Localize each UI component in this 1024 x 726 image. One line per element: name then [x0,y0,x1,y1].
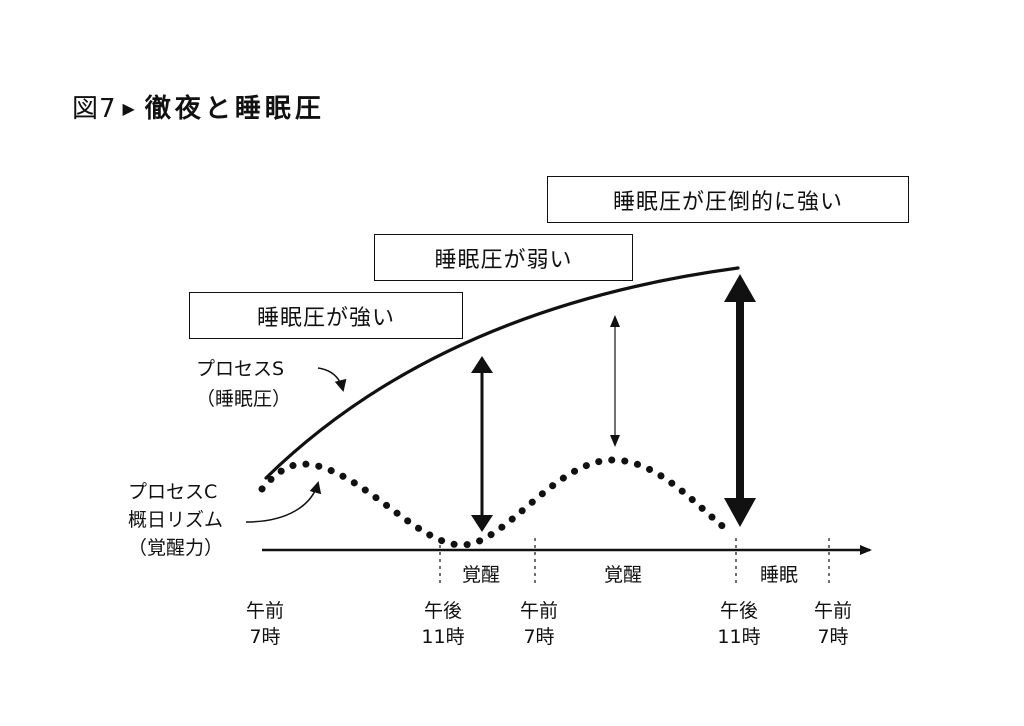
figure-title-text: 徹夜と睡眠圧 [144,94,325,124]
box-sleep-pressure-weak: 睡眠圧が弱い [374,234,633,281]
process-s-subtitle: （睡眠圧） [196,388,292,410]
pressure-arrow-thick [724,274,756,527]
time-tick-4: 午後 11時 [717,600,761,648]
process-s-name: プロセスS [196,358,285,380]
process-s-curve [264,266,740,480]
process-c-pointer [245,481,322,523]
time-tick-1: 午前 7時 [245,600,284,648]
process-c-subtitle-2: （覚醒力） [128,537,224,559]
process-s-pointer [317,367,347,392]
segment-sleep: 睡眠 [760,564,799,586]
process-s-label: プロセスS （睡眠圧） [196,357,291,411]
time-tick-5: 午前 7時 [813,600,852,648]
process-c-name: プロセスC [128,481,218,503]
figure-title: 図7 ▶ 徹夜と睡眠圧 [72,88,325,125]
segment-wake-2: 覚醒 [604,564,643,586]
segment-wake-1: 覚醒 [462,564,501,586]
process-c-curve [258,456,734,549]
pressure-arrow-medium [471,356,493,532]
pressure-arrow-thin [610,315,620,447]
time-tick-2: 午後 11時 [421,600,465,648]
process-c-label: プロセスC 概日リズム （覚醒力） [128,480,223,560]
box-sleep-pressure-strong: 睡眠圧が強い [189,292,463,339]
time-tick-3: 午前 7時 [519,600,558,648]
figure-number: 図7 [72,94,117,124]
triangle-bullet-icon: ▶ [122,99,135,118]
box-sleep-pressure-overwhelming: 睡眠圧が圧倒的に強い [547,176,909,223]
process-c-subtitle: 概日リズム [128,509,224,531]
